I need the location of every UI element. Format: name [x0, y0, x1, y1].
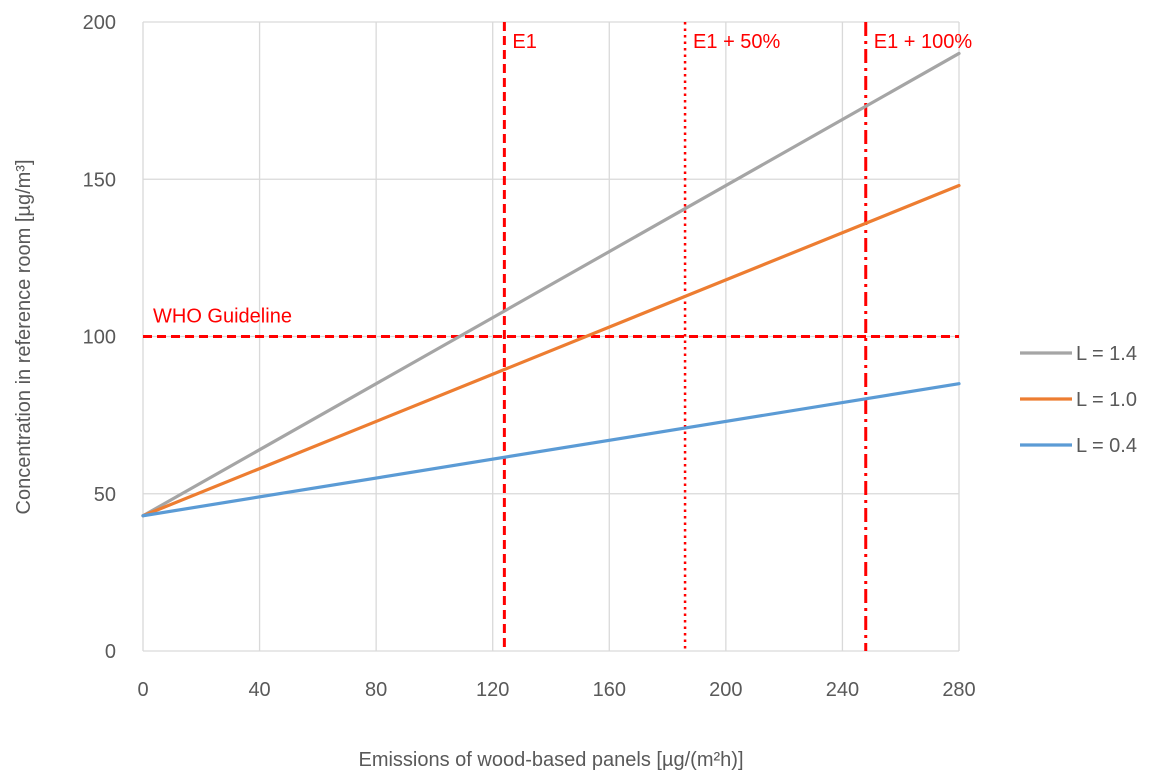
reference-line-label: E1: [512, 31, 536, 53]
x-tick-label: 120: [476, 679, 509, 701]
y-tick-label: 0: [105, 641, 116, 663]
x-tick-label: 40: [248, 679, 270, 701]
x-tick-label: 160: [593, 679, 626, 701]
x-tick-label: 200: [709, 679, 742, 701]
legend: L = 1.4 L = 1.0 L = 0.4: [1020, 343, 1137, 457]
series-line: [141, 51, 961, 518]
y-tick-label: 100: [83, 327, 116, 349]
legend-label: L = 1.0: [1076, 389, 1137, 411]
reference-lines: WHO Guideline E1 E1 + 50% E1 + 100%: [143, 22, 972, 651]
x-axis-title: Emissions of wood-based panels [µg/(m²h)…: [358, 749, 743, 771]
series-line: [141, 183, 961, 518]
series-line: [141, 382, 961, 518]
x-tick-label: 280: [942, 679, 975, 701]
x-tick-label: 0: [137, 679, 148, 701]
reference-line-label: WHO Guideline: [153, 306, 292, 328]
x-tick-label: 240: [826, 679, 859, 701]
legend-label: L = 1.4: [1076, 343, 1137, 365]
y-axis-title: Concentration in reference room [µg/m³]: [13, 159, 35, 514]
tick-labels: 0 50 100 150 200 0 40 80 120 160 200 240 280: [83, 12, 976, 701]
reference-line-label: E1 + 100%: [874, 31, 973, 53]
y-tick-label: 50: [94, 484, 116, 506]
x-tick-label: 80: [365, 679, 387, 701]
data-series: [141, 51, 961, 518]
reference-line-label: E1 + 50%: [693, 31, 781, 53]
y-tick-label: 200: [83, 12, 116, 34]
y-tick-label: 150: [83, 169, 116, 191]
legend-label: L = 0.4: [1076, 435, 1137, 457]
